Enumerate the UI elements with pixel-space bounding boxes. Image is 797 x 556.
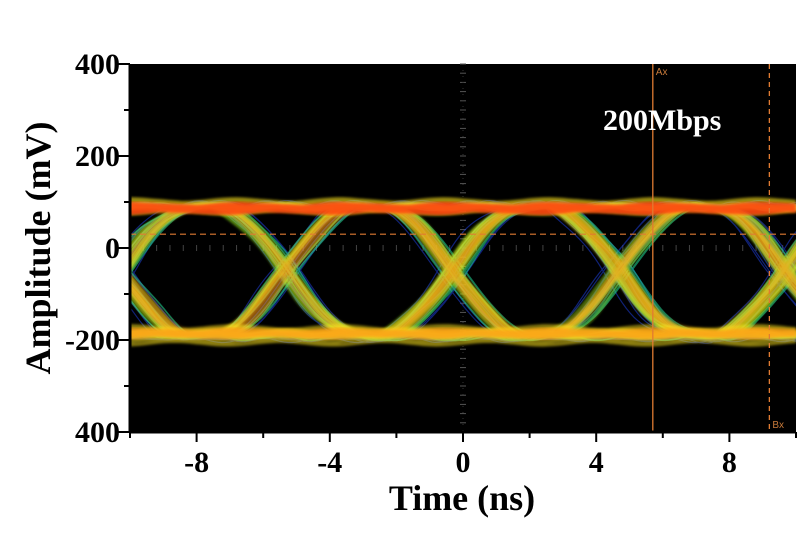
eye-traces: [130, 197, 796, 347]
rail-trace: [130, 197, 796, 205]
cursor-label: Ax: [656, 67, 668, 78]
cursors: Ax Bx: [652, 64, 784, 432]
low-rail-core: [130, 327, 796, 340]
rail-trace: [130, 339, 796, 347]
x-tick-label: -4: [317, 446, 342, 479]
high-rail-core: [130, 201, 796, 216]
y-tick-label: -200: [65, 324, 120, 357]
y-tick-label: 200: [75, 140, 120, 173]
bitrate-annotation: 200Mbps: [603, 104, 721, 137]
y-tick-label: 400: [75, 48, 120, 81]
x-tick-label: 0: [456, 446, 471, 479]
rail-trace: [130, 201, 796, 209]
x-tick-label: -8: [184, 446, 209, 479]
y-tick-label: 400: [75, 416, 120, 449]
y-tick-label: 0: [105, 232, 120, 265]
rail-trace: [130, 327, 796, 334]
y-ticks: 400 200 0 -200 400: [65, 48, 130, 449]
cursor-label: Bx: [772, 420, 784, 431]
x-axis-title: Time (ns): [389, 478, 535, 518]
x-tick-label: 8: [722, 446, 737, 479]
rail-trace: [130, 324, 796, 331]
y-axis-title: Amplitude (mV): [18, 122, 58, 375]
x-tick-label: 4: [589, 446, 604, 479]
x-ticks: -8 -4 0 4 8: [129, 432, 797, 479]
